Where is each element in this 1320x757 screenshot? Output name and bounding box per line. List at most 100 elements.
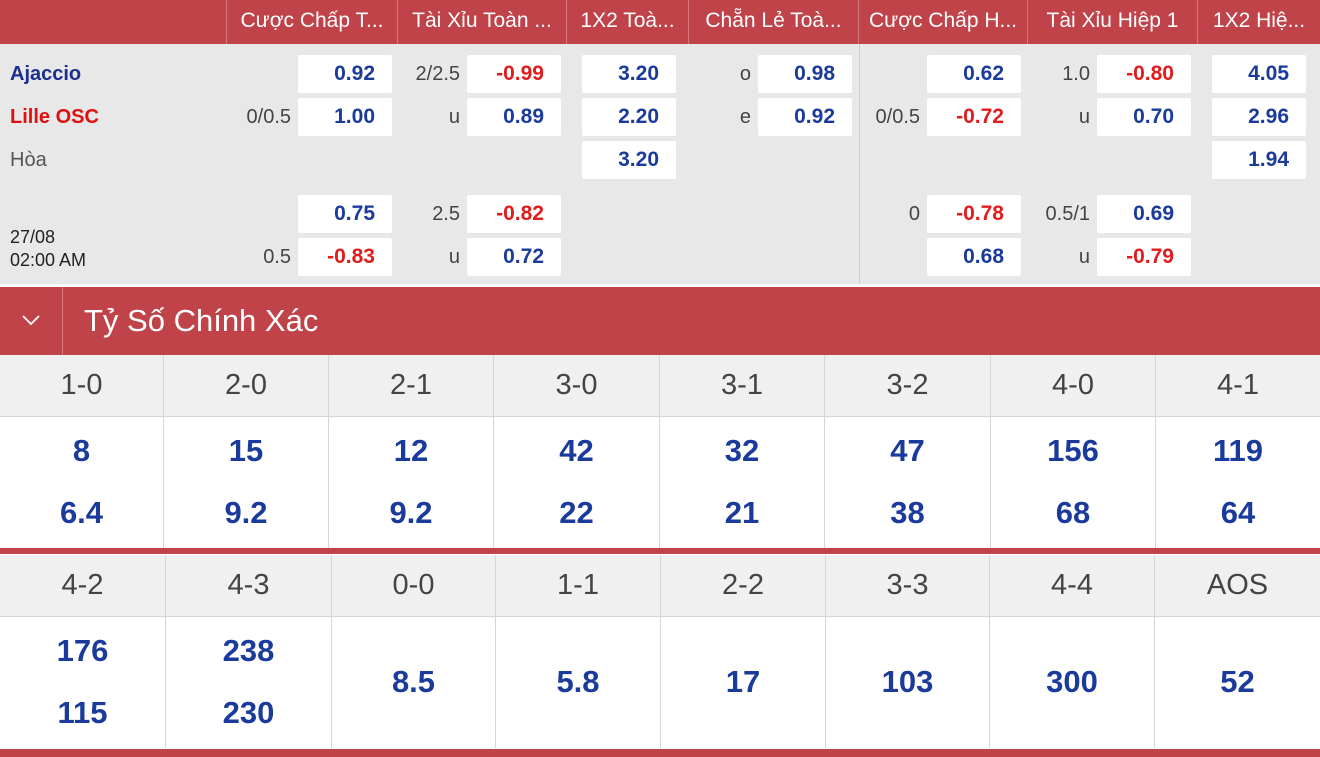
score-odds[interactable]: 5.8 (556, 664, 600, 699)
odds-even[interactable]: 0.92 (758, 98, 852, 136)
score-header: 4-1 (1217, 369, 1259, 401)
score-odds-away[interactable]: 38 (890, 495, 925, 530)
score-odds-away[interactable]: 64 (1220, 495, 1256, 530)
score-odds-home[interactable]: 119 (1212, 433, 1263, 468)
header-overunder-fulltime[interactable]: Tài Xỉu Toàn ... (397, 0, 566, 44)
odds-h1-1x2-home[interactable]: 4.05 (1212, 55, 1306, 93)
score-odds-away[interactable]: 115 (57, 695, 108, 730)
score-header: 0-0 (332, 555, 496, 616)
h1-ou-under-label: u (1078, 106, 1090, 128)
alt-h1-hdp-line: 0 (908, 203, 920, 225)
odds-1x2-draw[interactable]: 3.20 (582, 141, 676, 179)
header-oddeven-fulltime[interactable]: Chẵn Lẻ Toà... (688, 0, 858, 44)
header-divider (0, 616, 1320, 617)
odds-odd[interactable]: 0.98 (758, 55, 852, 93)
market-header: Cược Chấp T... Tài Xỉu Toàn ... 1X2 Toà.… (0, 0, 1320, 44)
score-odds-away[interactable]: 21 (724, 495, 760, 530)
score-odds-cell: 15 9.2 (164, 417, 329, 548)
odds-alt-h1-hdp-away[interactable]: 0.68 (927, 238, 1021, 276)
odds-panel: Ajaccio Lille OSC Hòa 27/08 02:00 AM 0/0… (0, 44, 1320, 284)
odds-h1-ou-under[interactable]: 0.70 (1097, 98, 1191, 136)
score-header: 4-2 (0, 555, 166, 616)
ou-line: 2/2.5 (415, 63, 460, 85)
score-odds-away[interactable]: 9.2 (389, 495, 433, 530)
score-odds[interactable]: 52 (1220, 664, 1255, 699)
correct-score-section-header[interactable]: Tỷ Số Chính Xác (0, 287, 1320, 355)
odds-alt-ou-under[interactable]: 0.72 (467, 238, 561, 276)
score-odds-cell: 8.5 (332, 617, 496, 748)
header-label: 1X2 Hiệ... (1212, 9, 1306, 32)
header-overunder-half1[interactable]: Tài Xỉu Hiệp 1 (1027, 0, 1197, 44)
score-odds[interactable]: 8.5 (391, 664, 436, 699)
score-odds-home[interactable]: 42 (559, 433, 594, 468)
odds-alt-ou-over[interactable]: -0.82 (467, 195, 561, 233)
score-odds-cell: 176 115 (0, 617, 166, 748)
score-header-row: 4-2 4-3 0-0 1-1 2-2 3-3 4-4 AOS (0, 555, 1320, 616)
score-odds[interactable]: 17 (725, 664, 761, 699)
section-title: Tỷ Số Chính Xác (84, 303, 319, 338)
score-header: 3-3 (826, 555, 990, 616)
score-odds-cell: 238 230 (166, 617, 332, 748)
header-1x2-fulltime[interactable]: 1X2 Toà... (566, 0, 688, 44)
score-header: 3-2 (825, 355, 991, 416)
header-handicap-fulltime[interactable]: Cược Chấp T... (226, 0, 397, 44)
odds-alt-h1-ou-over[interactable]: 0.69 (1097, 195, 1191, 233)
score-header: 4-3 (166, 555, 332, 616)
score-odds-away[interactable]: 6.4 (59, 495, 104, 530)
score-odds-cell: 119 64 (1156, 417, 1320, 548)
odds-h1-ou-over[interactable]: -0.80 (1097, 55, 1191, 93)
odds-ou-under[interactable]: 0.89 (467, 98, 561, 136)
collapse-toggle[interactable] (0, 287, 63, 355)
odd-label: o (739, 63, 751, 85)
match-time: 02:00 AM (10, 250, 87, 270)
score-odds[interactable]: 103 (881, 664, 934, 699)
odds-h1-hdp-away[interactable]: -0.72 (927, 98, 1021, 136)
score-header-row: 1-0 2-0 2-1 3-0 3-1 3-2 4-0 4-1 (0, 355, 1320, 416)
score-header: 1-0 (0, 355, 164, 416)
score-header: 2-2 (661, 555, 826, 616)
odds-hdp-away[interactable]: 1.00 (298, 98, 392, 136)
hdp-line: 0/0.5 (246, 106, 291, 128)
header-1x2-half1[interactable]: 1X2 Hiệ... (1197, 0, 1320, 44)
score-odds-home[interactable]: 8 (72, 433, 91, 468)
score-odds-away[interactable]: 22 (559, 495, 594, 530)
odds-h1-hdp-home[interactable]: 0.62 (927, 55, 1021, 93)
score-odds-home[interactable]: 238 (222, 633, 275, 668)
odds-1x2-away[interactable]: 2.20 (582, 98, 676, 136)
score-header: 3-0 (494, 355, 660, 416)
odds-alt-hdp-away[interactable]: -0.83 (298, 238, 392, 276)
alt-h1-ou-under-label: u (1078, 246, 1090, 268)
score-odds-away[interactable]: 68 (1055, 495, 1091, 530)
score-odds-home[interactable]: 176 (56, 633, 109, 668)
score-odds-away[interactable]: 230 (222, 695, 275, 730)
score-odds-cell: 12 9.2 (329, 417, 494, 548)
even-label: e (739, 106, 751, 128)
odds-h1-1x2-draw[interactable]: 1.94 (1212, 141, 1306, 179)
score-header: 1-1 (496, 555, 661, 616)
h1-hdp-line: 0/0.5 (875, 106, 920, 128)
header-label: Chẵn Lẻ Toà... (705, 9, 842, 32)
odds-alt-h1-hdp-home[interactable]: -0.78 (927, 195, 1021, 233)
alt-ou-line: 2.5 (432, 203, 460, 225)
score-odds-home[interactable]: 47 (890, 433, 925, 468)
score-header: 2-0 (164, 355, 329, 416)
score-odds-home[interactable]: 15 (228, 433, 264, 468)
score-odds[interactable]: 300 (1046, 664, 1098, 699)
odds-hdp-home[interactable]: 0.92 (298, 55, 392, 93)
odds-alt-h1-ou-under[interactable]: -0.79 (1097, 238, 1191, 276)
match-datetime: 27/08 02:00 AM (10, 226, 86, 272)
score-odds-home[interactable]: 32 (724, 433, 760, 468)
header-handicap-half1[interactable]: Cược Chấp H... (858, 0, 1027, 44)
score-odds-away[interactable]: 9.2 (224, 495, 268, 530)
score-odds-cell: 103 (826, 617, 990, 748)
odds-h1-1x2-away[interactable]: 2.96 (1212, 98, 1306, 136)
score-odds-home[interactable]: 156 (1047, 433, 1099, 468)
odds-alt-hdp-home[interactable]: 0.75 (298, 195, 392, 233)
header-divider (0, 416, 1320, 417)
score-odds-home[interactable]: 12 (393, 433, 429, 468)
odds-1x2-home[interactable]: 3.20 (582, 55, 676, 93)
score-header: AOS (1206, 569, 1269, 601)
alt-h1-ou-line: 0.5/1 (1045, 203, 1090, 225)
odds-ou-over[interactable]: -0.99 (467, 55, 561, 93)
score-header: 3-1 (660, 355, 825, 416)
